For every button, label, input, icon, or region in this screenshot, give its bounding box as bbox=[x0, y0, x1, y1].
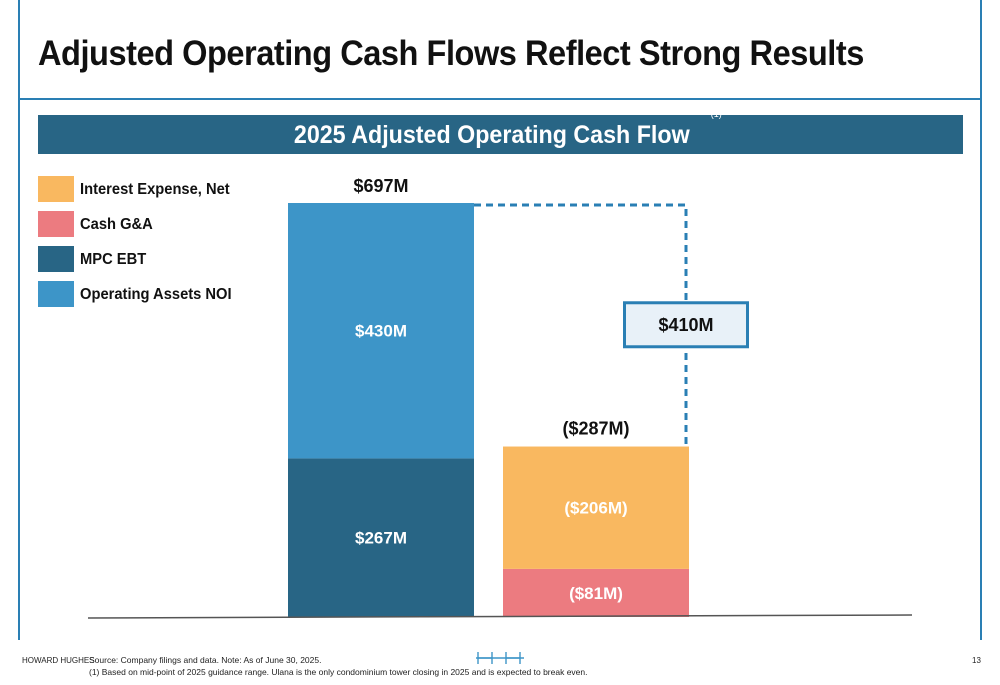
frame-left-rule bbox=[18, 0, 20, 640]
footer-brand: HOWARD HUGHES bbox=[22, 656, 95, 665]
chart-banner: 2025 Adjusted Operating Cash Flow (1) bbox=[38, 109, 963, 154]
bar-total-label: $697M bbox=[353, 176, 408, 196]
chart-baseline bbox=[87, 614, 913, 619]
legend-label: Operating Assets NOI bbox=[80, 286, 232, 303]
segment-value-label: ($81M) bbox=[569, 584, 623, 603]
legend-swatch bbox=[38, 211, 74, 237]
bar-segment-cash-ga bbox=[503, 568, 689, 617]
source-line: Source: Company filings and data. Note: … bbox=[89, 655, 322, 665]
frame-right-rule bbox=[980, 0, 982, 640]
segment-value-label: $267M bbox=[355, 529, 407, 548]
segment-value-label: ($206M) bbox=[564, 499, 627, 518]
page-number: 13 bbox=[972, 656, 981, 665]
legend-label: Cash G&A bbox=[80, 216, 153, 233]
segment-value-label: $430M bbox=[355, 322, 407, 341]
net-value-label: $410M bbox=[658, 315, 713, 335]
bar-total-label: ($287M) bbox=[562, 419, 629, 439]
bar-segment-interest-expense bbox=[503, 446, 689, 569]
bar-segment-operating-assets-noi bbox=[288, 203, 474, 459]
net-connector-line bbox=[474, 203, 688, 447]
legend-label: MPC EBT bbox=[80, 251, 147, 268]
title-divider bbox=[18, 98, 982, 100]
bar-segment-mpc-ebt bbox=[288, 458, 474, 617]
legend-swatch bbox=[38, 176, 74, 202]
banner-title: 2025 Adjusted Operating Cash Flow bbox=[294, 121, 690, 149]
footer-source: Source: Company filings and data. Note: … bbox=[89, 654, 588, 678]
net-value-box bbox=[623, 301, 749, 349]
hh-logo-icon bbox=[476, 652, 524, 664]
footnote-line: (1) Based on mid-point of 2025 guidance … bbox=[89, 667, 588, 677]
legend-swatch bbox=[38, 246, 74, 272]
banner-footnote-marker: (1) bbox=[710, 109, 722, 119]
legend-swatch bbox=[38, 281, 74, 307]
legend-label: Interest Expense, Net bbox=[80, 181, 230, 198]
page-title: Adjusted Operating Cash Flows Reflect St… bbox=[38, 34, 864, 73]
